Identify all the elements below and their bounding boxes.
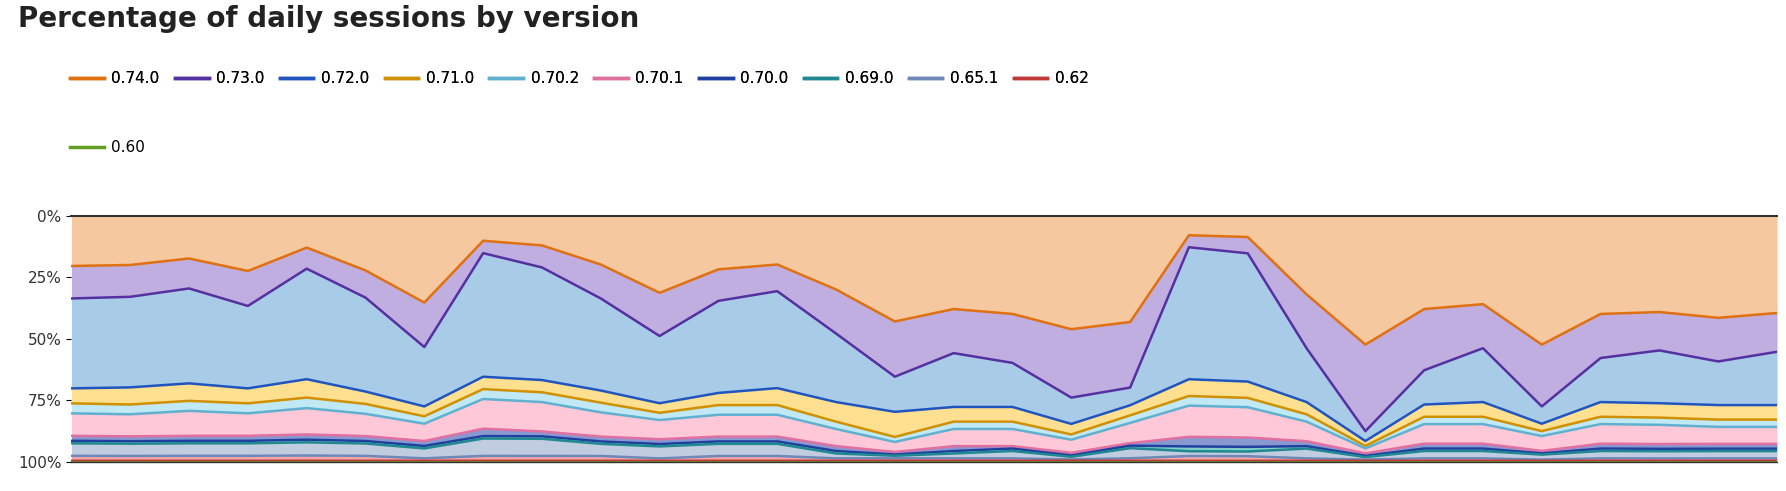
Legend: 0.74.0, 0.73.0, 0.72.0, 0.71.0, 0.70.2, 0.70.1, 0.70.0, 0.69.0, 0.65.1, 0.62: 0.74.0, 0.73.0, 0.72.0, 0.71.0, 0.70.2, … <box>70 72 1089 86</box>
Text: Percentage of daily sessions by version: Percentage of daily sessions by version <box>18 5 639 33</box>
Legend: 0.60: 0.60 <box>70 140 145 155</box>
